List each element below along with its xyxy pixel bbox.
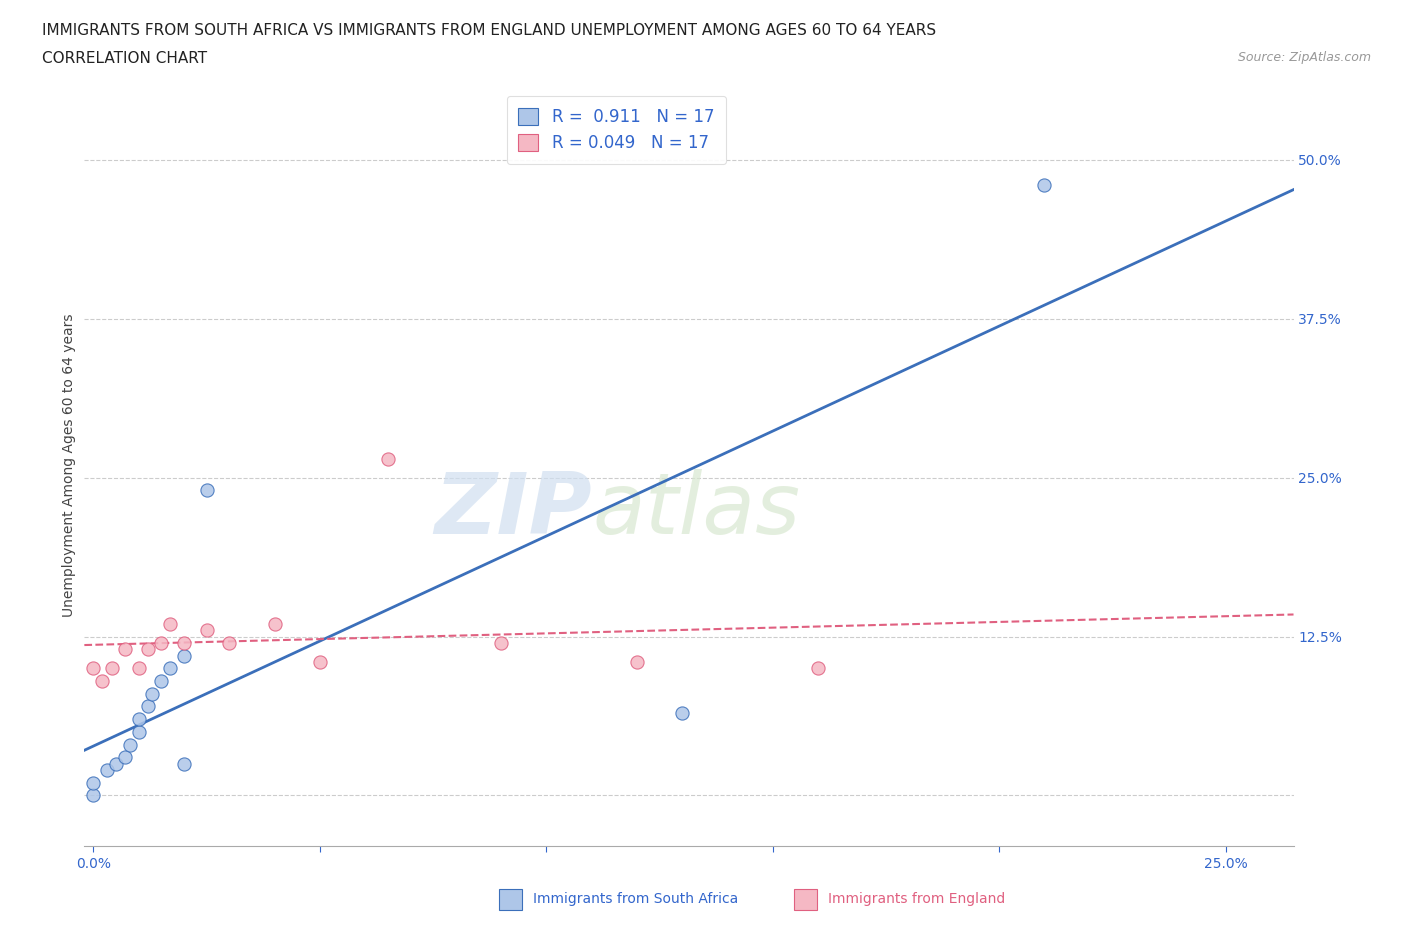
Text: Immigrants from South Africa: Immigrants from South Africa <box>533 892 738 907</box>
Point <box>263 617 285 631</box>
Point <box>128 711 150 726</box>
Point <box>128 661 150 676</box>
Point <box>195 483 218 498</box>
Point <box>1033 178 1056 193</box>
Point <box>195 623 218 638</box>
Point <box>82 776 104 790</box>
Point <box>150 635 173 650</box>
Point <box>82 788 104 803</box>
Point <box>173 635 195 650</box>
Point <box>105 756 128 771</box>
Point <box>141 686 163 701</box>
Y-axis label: Unemployment Among Ages 60 to 64 years: Unemployment Among Ages 60 to 64 years <box>62 313 76 617</box>
Point <box>91 673 114 688</box>
Point <box>114 750 136 764</box>
Point <box>173 648 195 663</box>
Text: Source: ZipAtlas.com: Source: ZipAtlas.com <box>1237 51 1371 64</box>
Text: Immigrants from England: Immigrants from England <box>828 892 1005 907</box>
Point <box>377 451 399 466</box>
Point <box>308 655 330 670</box>
Point <box>96 763 118 777</box>
Text: atlas: atlas <box>592 470 800 552</box>
Text: IMMIGRANTS FROM SOUTH AFRICA VS IMMIGRANTS FROM ENGLAND UNEMPLOYMENT AMONG AGES : IMMIGRANTS FROM SOUTH AFRICA VS IMMIGRAN… <box>42 23 936 38</box>
Point <box>671 706 693 721</box>
Text: CORRELATION CHART: CORRELATION CHART <box>42 51 207 66</box>
Point <box>489 635 512 650</box>
Point <box>118 737 141 752</box>
Point <box>136 642 159 657</box>
Point <box>626 655 648 670</box>
Point <box>136 699 159 714</box>
Legend: R =  0.911   N = 17, R = 0.049   N = 17: R = 0.911 N = 17, R = 0.049 N = 17 <box>506 96 725 164</box>
Point <box>159 617 181 631</box>
Point <box>114 642 136 657</box>
Point <box>150 673 173 688</box>
Point <box>159 661 181 676</box>
Point <box>218 635 240 650</box>
Point <box>128 724 150 739</box>
Point <box>173 756 195 771</box>
Text: ZIP: ZIP <box>434 470 592 552</box>
Point <box>807 661 830 676</box>
Point <box>100 661 122 676</box>
Point <box>82 661 104 676</box>
